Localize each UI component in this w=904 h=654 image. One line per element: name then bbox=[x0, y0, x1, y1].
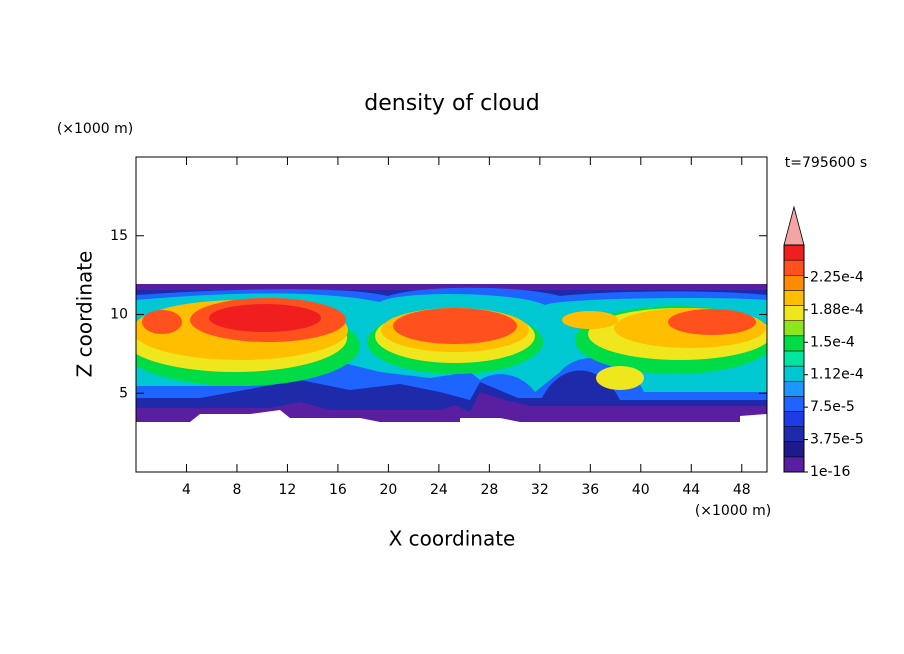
colorbar-tick-label: 3.75e-5 bbox=[810, 432, 864, 448]
colorbar-frame bbox=[783, 244, 805, 473]
colorbar-band bbox=[783, 350, 805, 367]
colorbar-tick-label: 1.12e-4 bbox=[810, 367, 864, 383]
y-tick-label: 5 bbox=[119, 385, 128, 401]
colorbar-tick-label: 1e-16 bbox=[810, 464, 850, 480]
y-unit: (×1000 m) bbox=[57, 121, 133, 137]
colorbar-band bbox=[783, 456, 805, 473]
y-tick-label: 10 bbox=[110, 307, 128, 323]
contour-region bbox=[142, 310, 182, 334]
colorbar-extend bbox=[783, 205, 805, 246]
colorbar-band bbox=[783, 380, 805, 397]
x-axis-label: X coordinate bbox=[389, 527, 516, 551]
x-tick-label: 28 bbox=[480, 482, 498, 498]
colorbar-tick-label: 1.88e-4 bbox=[810, 302, 864, 318]
x-tick-label: 48 bbox=[733, 482, 751, 498]
x-tick-label: 20 bbox=[379, 482, 397, 498]
colorbar-band bbox=[783, 335, 805, 352]
contour-field bbox=[136, 284, 767, 422]
colorbar-band bbox=[783, 441, 805, 458]
x-tick-label: 40 bbox=[632, 482, 650, 498]
colorbar-band bbox=[783, 320, 805, 337]
y-tick-label: 15 bbox=[110, 228, 128, 244]
colorbar-band bbox=[783, 365, 805, 382]
colorbar-band bbox=[783, 426, 805, 442]
x-tick-label: 44 bbox=[682, 482, 700, 498]
x-tick-label: 36 bbox=[581, 482, 599, 498]
colorbar-band bbox=[783, 411, 805, 427]
contour-region bbox=[393, 308, 517, 344]
colorbar-band bbox=[783, 305, 805, 321]
colorbar-tick-label: 2.25e-4 bbox=[810, 269, 864, 285]
x-unit: (×1000 m) bbox=[695, 503, 771, 519]
time-label: t=795600 s bbox=[785, 155, 867, 171]
chart-title: density of cloud bbox=[364, 91, 539, 116]
x-tick-label: 32 bbox=[531, 482, 549, 498]
colorbar-band bbox=[783, 275, 805, 291]
colorbar-band bbox=[783, 290, 805, 306]
x-tick-label: 12 bbox=[279, 482, 297, 498]
contour-region bbox=[562, 311, 618, 329]
x-tick-label: 16 bbox=[329, 482, 347, 498]
contour-region bbox=[596, 366, 644, 390]
colorbar-band bbox=[783, 396, 805, 412]
contour-region bbox=[668, 309, 756, 335]
x-tick-label: 4 bbox=[182, 482, 191, 498]
contour-region bbox=[209, 304, 321, 332]
x-tick-label: 8 bbox=[232, 482, 241, 498]
colorbar-band bbox=[783, 259, 805, 276]
colorbar-tick-label: 1.5e-4 bbox=[810, 334, 855, 350]
colorbar-band bbox=[783, 244, 805, 261]
x-tick-label: 24 bbox=[430, 482, 448, 498]
y-axis-label: Z coordinate bbox=[73, 251, 97, 378]
colorbar-tick-label: 7.5e-5 bbox=[810, 399, 855, 415]
